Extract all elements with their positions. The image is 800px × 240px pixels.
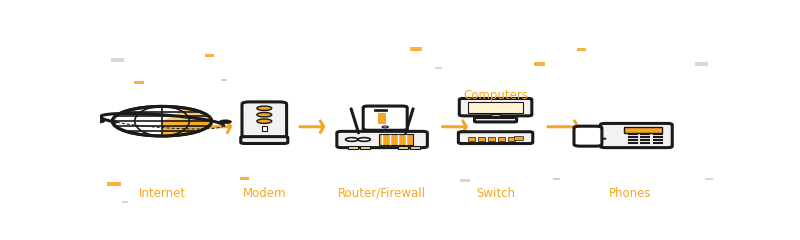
FancyBboxPatch shape [242, 102, 286, 140]
Bar [262, 126, 266, 131]
Bar [221, 79, 227, 81]
Bar [122, 201, 128, 203]
FancyBboxPatch shape [458, 132, 533, 144]
Bar [508, 137, 514, 141]
Circle shape [358, 138, 370, 141]
Circle shape [112, 106, 211, 136]
Bar [111, 58, 123, 62]
Circle shape [219, 120, 231, 124]
FancyBboxPatch shape [363, 106, 407, 130]
Bar [468, 137, 475, 141]
Text: Router/Firewall: Router/Firewall [338, 187, 426, 200]
Circle shape [382, 126, 388, 128]
Bar [488, 137, 495, 141]
Wedge shape [162, 119, 210, 136]
Bar [206, 54, 214, 57]
Bar [379, 134, 413, 145]
Text: Internet: Internet [138, 187, 186, 200]
Bar [468, 102, 523, 113]
FancyBboxPatch shape [474, 118, 517, 122]
Text: Computers: Computers [463, 89, 528, 102]
Bar [534, 62, 545, 66]
Bar [348, 146, 358, 149]
Bar [498, 137, 505, 141]
Circle shape [92, 119, 105, 123]
Bar [578, 48, 586, 51]
Bar [695, 62, 707, 66]
FancyBboxPatch shape [459, 98, 532, 116]
Bar [705, 178, 713, 180]
Bar [514, 136, 523, 140]
FancyBboxPatch shape [337, 131, 427, 148]
FancyBboxPatch shape [574, 126, 602, 146]
Circle shape [257, 119, 272, 123]
Bar [398, 146, 407, 149]
Bar [435, 67, 442, 69]
Bar [553, 178, 560, 180]
Text: Modem: Modem [242, 187, 286, 200]
Circle shape [257, 113, 272, 117]
Bar [378, 113, 386, 124]
Bar [374, 109, 386, 111]
Bar [134, 81, 144, 84]
Wedge shape [162, 109, 210, 126]
Bar [491, 114, 500, 119]
Text: Phones: Phones [609, 187, 651, 200]
Bar [410, 47, 422, 51]
Circle shape [346, 138, 358, 141]
FancyBboxPatch shape [241, 137, 288, 144]
Text: Switch: Switch [476, 187, 515, 200]
Bar [459, 179, 470, 182]
Bar [107, 182, 121, 186]
Bar [410, 146, 420, 149]
Bar [478, 137, 485, 141]
Bar [361, 146, 370, 149]
FancyBboxPatch shape [600, 123, 672, 148]
Bar [239, 177, 250, 180]
Circle shape [257, 106, 272, 110]
Bar [624, 127, 662, 133]
